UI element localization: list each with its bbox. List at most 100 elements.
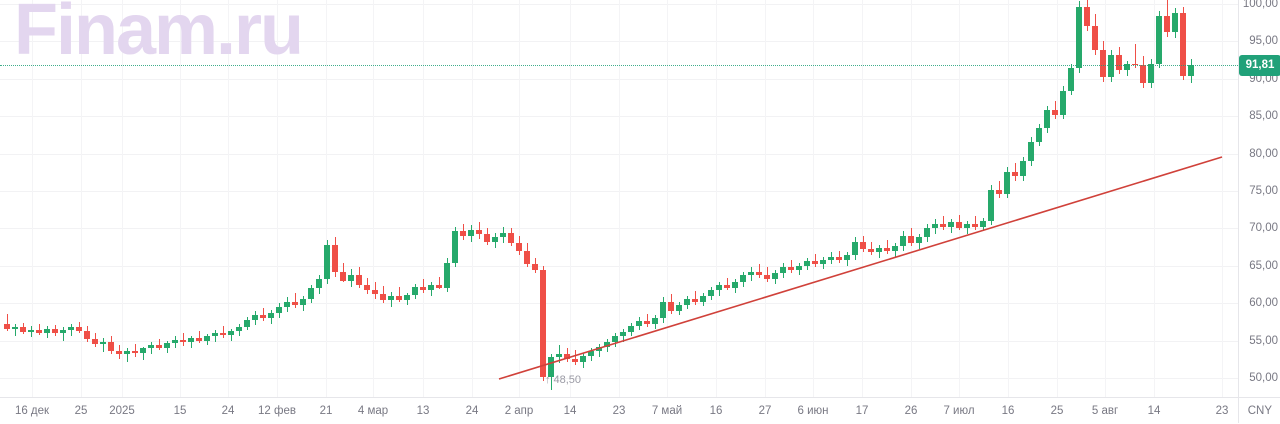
candle-body[interactable] [580, 355, 586, 362]
candle-body[interactable] [588, 351, 594, 356]
plot-area[interactable]: Finam.ru ↑ 48,50 [0, 0, 1238, 397]
candle-body[interactable] [156, 344, 162, 348]
candle-body[interactable] [140, 348, 146, 353]
candle-body[interactable] [164, 343, 170, 348]
candle-body[interactable] [972, 223, 978, 227]
candle-body[interactable] [436, 284, 442, 289]
candle-body[interactable] [900, 235, 906, 247]
candle-body[interactable] [44, 328, 50, 333]
candle-body[interactable] [628, 325, 634, 332]
candle-body[interactable] [132, 350, 138, 353]
candle-body[interactable] [532, 264, 538, 271]
candle-body[interactable] [964, 223, 970, 229]
candle-body[interactable] [780, 267, 786, 274]
candle-body[interactable] [836, 256, 842, 260]
candle-body[interactable] [908, 235, 914, 244]
last-price-badge[interactable]: 91,81 [1239, 54, 1280, 76]
candle-body[interactable] [1028, 141, 1034, 162]
candle-body[interactable] [372, 289, 378, 295]
candle-body[interactable] [20, 326, 26, 332]
candle-body[interactable] [84, 331, 90, 340]
candle-body[interactable] [1076, 6, 1082, 69]
candle-body[interactable] [1060, 90, 1066, 115]
candle-body[interactable] [316, 279, 322, 289]
candle-body[interactable] [212, 332, 218, 337]
candle-body[interactable] [988, 189, 994, 221]
candle-body[interactable] [28, 329, 34, 332]
candle-body[interactable] [468, 229, 474, 236]
candle-body[interactable] [860, 241, 866, 250]
candle-body[interactable] [1164, 15, 1170, 33]
candle-body[interactable] [1116, 54, 1122, 70]
candle-body[interactable] [492, 237, 498, 242]
candle-body[interactable] [412, 286, 418, 296]
candle-body[interactable] [844, 255, 850, 260]
candle-body[interactable] [252, 315, 258, 320]
candle-body[interactable] [724, 285, 730, 289]
candle-body[interactable] [236, 326, 242, 332]
candle-body[interactable] [684, 298, 690, 305]
candle-body[interactable] [244, 319, 250, 327]
candle-body[interactable] [948, 222, 954, 227]
candle-body[interactable] [1124, 63, 1130, 70]
candle-body[interactable] [572, 358, 578, 362]
candle-body[interactable] [740, 274, 746, 283]
candle-body[interactable] [1020, 161, 1026, 177]
candle-body[interactable] [612, 336, 618, 343]
candle-body[interactable] [1092, 26, 1098, 51]
candle-body[interactable] [1140, 65, 1146, 84]
candle-body[interactable] [876, 247, 882, 253]
candle-body[interactable] [556, 354, 562, 358]
candle-body[interactable] [428, 284, 434, 290]
candle-body[interactable] [764, 274, 770, 280]
candle-body[interactable] [52, 328, 58, 334]
candle-body[interactable] [100, 341, 106, 344]
candle-body[interactable] [1132, 63, 1138, 66]
candle-body[interactable] [276, 307, 282, 314]
candle-body[interactable] [124, 350, 130, 355]
candle-body[interactable] [76, 327, 82, 332]
candle-body[interactable] [1148, 63, 1154, 84]
candle-body[interactable] [940, 223, 946, 227]
candle-body[interactable] [852, 241, 858, 256]
candle-body[interactable] [652, 318, 658, 325]
candle-body[interactable] [1180, 12, 1186, 76]
candle-body[interactable] [564, 354, 570, 359]
candle-body[interactable] [1012, 171, 1018, 177]
candle-body[interactable] [228, 331, 234, 335]
candle-body[interactable] [332, 244, 338, 272]
candle-body[interactable] [932, 223, 938, 229]
candle-body[interactable] [956, 222, 962, 229]
candle-body[interactable] [700, 295, 706, 302]
candle-body[interactable] [796, 265, 802, 271]
candle-body[interactable] [1036, 128, 1042, 142]
candle-body[interactable] [348, 274, 354, 281]
candle-body[interactable] [596, 346, 602, 352]
candle-body[interactable] [748, 271, 754, 275]
candle-body[interactable] [1188, 65, 1194, 76]
candle-body[interactable] [692, 298, 698, 302]
candle-body[interactable] [516, 243, 522, 251]
candle-body[interactable] [756, 271, 762, 275]
candle-body[interactable] [268, 313, 274, 319]
candle-body[interactable] [396, 295, 402, 301]
candle-body[interactable] [196, 337, 202, 341]
candle-body[interactable] [68, 327, 74, 331]
candle-body[interactable] [820, 259, 826, 265]
candle-body[interactable] [1156, 15, 1162, 64]
candle-body[interactable] [636, 321, 642, 326]
candle-body[interactable] [4, 324, 10, 329]
candle-body[interactable] [220, 332, 226, 335]
candle-body[interactable] [204, 336, 210, 341]
candle-body[interactable] [444, 262, 450, 289]
candle-body[interactable] [36, 329, 42, 333]
candle-body[interactable] [172, 340, 178, 344]
candle-body[interactable] [380, 294, 386, 300]
candle-body[interactable] [12, 326, 18, 329]
candle-body[interactable] [1100, 50, 1106, 78]
candle-body[interactable] [340, 271, 346, 281]
candle-body[interactable] [980, 220, 986, 227]
candle-body[interactable] [916, 237, 922, 244]
candle-body[interactable] [828, 256, 834, 260]
